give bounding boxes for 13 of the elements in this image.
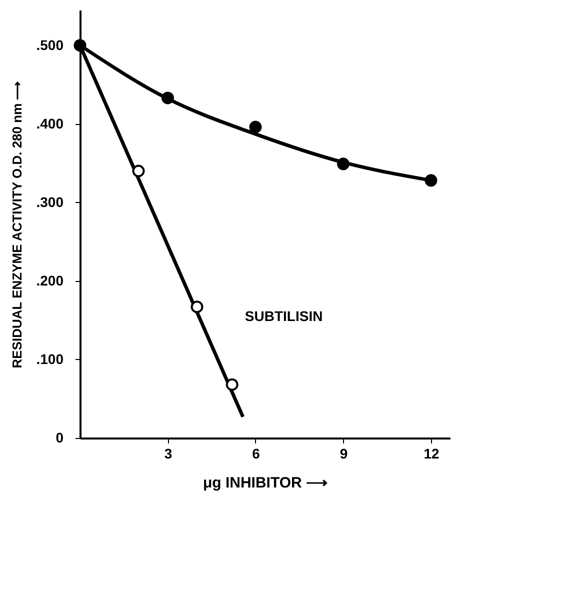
- y-tick-label: .100: [36, 350, 64, 367]
- y-tick-label: .500: [36, 36, 64, 53]
- x-tick-label: 12: [424, 446, 440, 462]
- y-tick-label: 0: [56, 430, 64, 446]
- x-tick-label: 6: [252, 446, 260, 462]
- y-axis-title: RESIDUAL ENZYME ACTIVITY O.D. 280 nm ⟶: [9, 80, 24, 368]
- y-tick-label: .300: [36, 194, 64, 210]
- y-tick-label: .400: [36, 115, 64, 132]
- x-axis-title: μg INHIBITOR ⟶: [202, 474, 328, 492]
- y-tick-label: .200: [36, 272, 64, 288]
- text: SUBTILISIN: [244, 308, 323, 324]
- x-tick-label: 3: [164, 446, 172, 462]
- x-tick-label: 9: [340, 446, 348, 462]
